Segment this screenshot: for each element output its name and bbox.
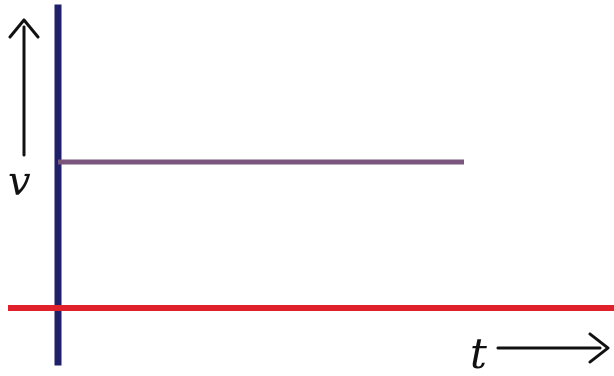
y-axis-arrow-head	[8, 18, 40, 39]
y-axis-label: v	[8, 159, 31, 205]
x-axis-arrow-head	[588, 332, 610, 364]
x-axis-label: t	[470, 329, 487, 376]
